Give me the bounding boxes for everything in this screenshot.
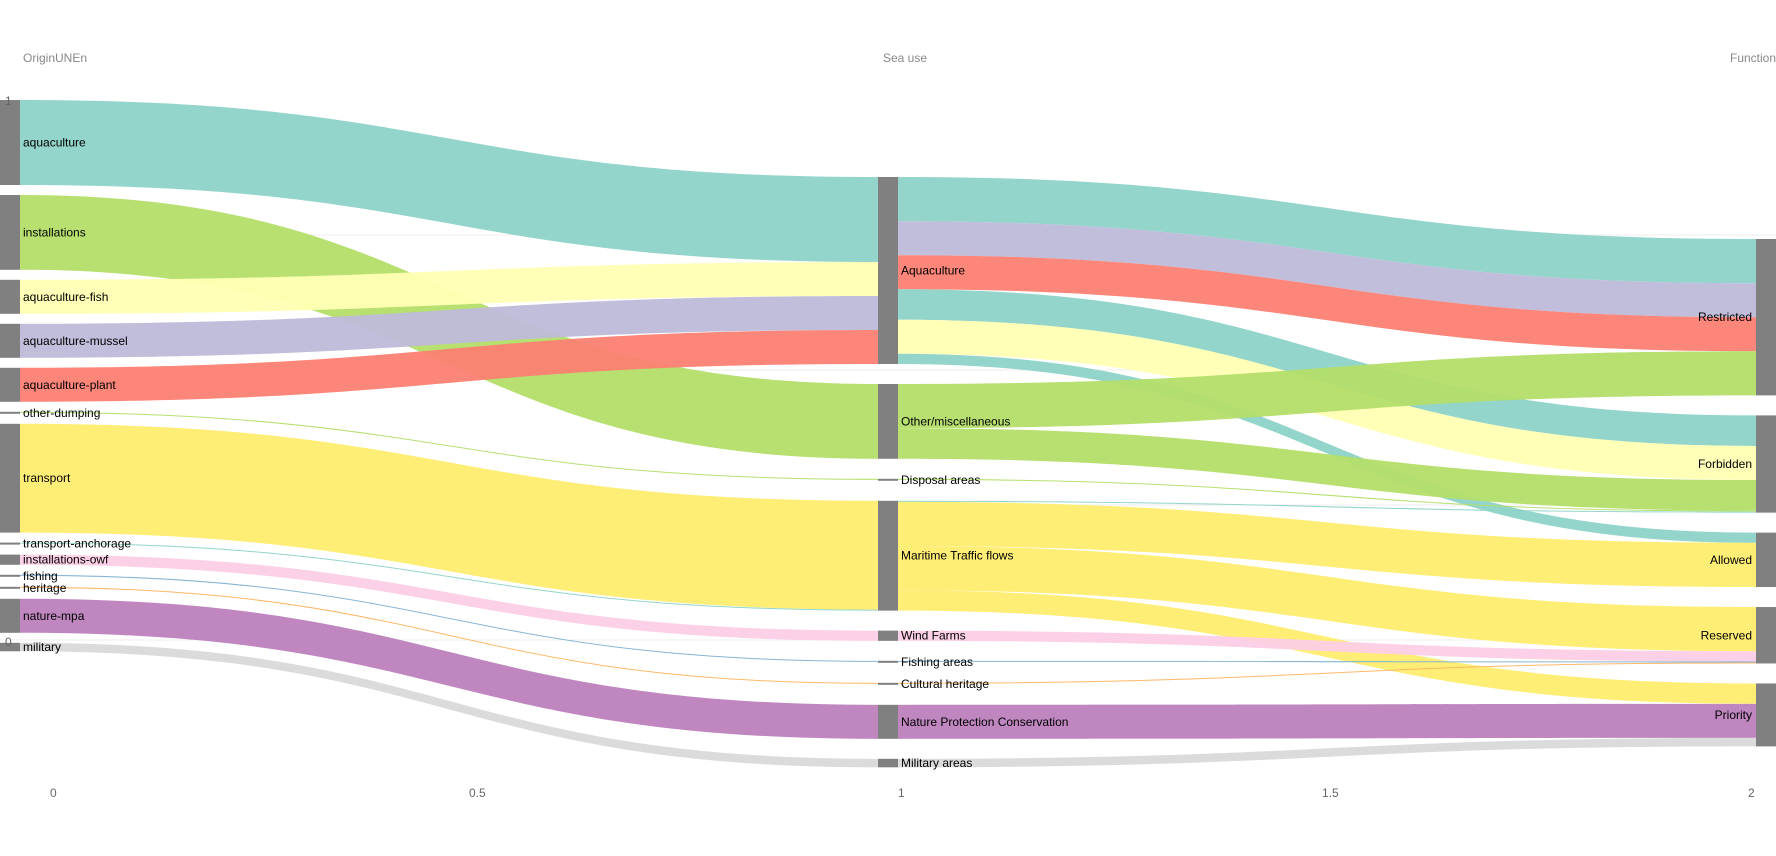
node-aquaculture-fish[interactable] [0,279,20,314]
x-tick-2: 2 [1748,786,1755,800]
node-other-miscellaneous[interactable] [878,384,898,459]
node-label-allowed: Allowed [1710,553,1752,567]
node-label-restricted: Restricted [1698,310,1752,324]
node-aquaculture-plant[interactable] [0,367,20,402]
node-label-disposal-areas: Disposal areas [901,473,980,487]
flow-other-miscellaneous-to-forbidden[interactable] [898,428,1756,511]
node-label-cultural-heritage: Cultural heritage [901,677,989,691]
flow-nature-protection-conservation-to-priority[interactable] [898,703,1756,739]
node-label-maritime-traffic-flows: Maritime Traffic flows [901,549,1013,563]
node-label-military: military [23,640,61,654]
node-fishing-areas[interactable] [878,660,898,663]
node-maritime-traffic-flows[interactable] [878,500,898,611]
flow-aquaculture-to-aquaculture[interactable] [20,100,878,262]
x-tick-1: 1 [898,786,905,800]
node-aquaculture[interactable] [0,100,20,185]
node-military-areas[interactable] [878,758,898,768]
flow-disposal-areas-to-forbidden[interactable] [898,478,1756,512]
node-forbidden[interactable] [1756,415,1776,513]
flow-wind-farms-to-reserved[interactable] [898,630,1756,662]
node-nature-mpa[interactable] [0,598,20,633]
node-label-aquaculture: Aquaculture [901,264,965,278]
node-nature-protection-conservation[interactable] [878,704,898,739]
flow-other-miscellaneous-to-restricted[interactable] [898,351,1756,429]
flow-maritime-traffic-flows-to-forbidden[interactable] [898,500,1756,513]
node-cultural-heritage[interactable] [878,682,898,685]
node-label-nature-mpa: nature-mpa [23,609,85,623]
node-label-aquaculture-mussel: aquaculture-mussel [23,334,128,348]
node-label-military-areas: Military areas [901,756,972,770]
flow-aquaculture-to-allowed[interactable] [898,353,1756,543]
x-tick-0.5: 0.5 [469,786,486,800]
flow-nature-mpa-to-nature-protection-conservation[interactable] [20,598,878,739]
node-transport-anchorage[interactable] [0,542,20,545]
node-label-priority: Priority [1715,708,1752,722]
flow-aquaculture-mussel-to-aquaculture[interactable] [20,296,878,358]
node-label-aquaculture-fish: aquaculture-fish [23,290,108,304]
node-restricted[interactable] [1756,239,1776,396]
axis-layer: OriginUNEn Sea use Function 0 0.5 1 1.5 … [5,51,1776,800]
label-layer: aquaculture installations aquaculture-fish… [23,136,1752,771]
node-fishing[interactable] [0,574,20,577]
node-label-installations: installations [23,225,86,239]
flow-aquaculture-to-restricted[interactable] [898,177,1756,284]
flow-cultural-heritage-to-reserved[interactable] [898,662,1756,684]
node-label-forbidden: Forbidden [1698,457,1752,471]
node-label-nature-protection-conservation: Nature Protection Conservation [901,715,1068,729]
flow-transport-to-maritime-traffic-flows[interactable] [20,423,878,610]
node-military[interactable] [0,642,20,652]
flow-layer [20,100,1756,768]
node-wind-farms[interactable] [878,630,898,641]
flow-transport-anchorage-to-maritime-traffic-flows[interactable] [20,542,878,611]
column-title-function: Function [1730,51,1776,65]
y-tick-0: 0 [5,635,12,649]
node-reserved[interactable] [1756,607,1776,664]
node-priority[interactable] [1756,683,1776,747]
node-label-other-miscellaneous: Other/miscellaneous [901,414,1010,428]
node-label-fishing: fishing [23,569,58,583]
node-label-aquaculture-plant: aquaculture-plant [23,378,116,392]
node-heritage[interactable] [0,586,20,589]
node-allowed[interactable] [1756,532,1776,588]
node-label-other-dumping: other-dumping [23,406,100,420]
node-label-reserved: Reserved [1701,628,1752,642]
flow-fishing-to-fishing-areas[interactable] [20,574,878,662]
node-installations[interactable] [0,195,20,270]
node-layer [0,100,1776,768]
flow-military-to-military-areas[interactable] [20,642,878,768]
node-aquaculture[interactable] [878,177,898,364]
node-label-wind-farms: Wind Farms [901,629,966,643]
node-installations-owf[interactable] [0,554,20,565]
flow-installations-owf-to-wind-farms[interactable] [20,554,878,641]
node-label-transport: transport [23,471,71,485]
y-tick-1: 1 [5,94,12,108]
flow-maritime-traffic-flows-to-reserved[interactable] [898,546,1756,652]
flow-aquaculture-to-restricted[interactable] [898,221,1756,318]
x-tick-0: 0 [50,786,57,800]
column-title-origin: OriginUNEn [23,51,87,65]
node-label-aquaculture: aquaculture [23,136,86,150]
flow-aquaculture-to-restricted[interactable] [898,255,1756,352]
node-label-transport-anchorage: transport-anchorage [23,537,131,551]
node-label-heritage: heritage [23,581,67,595]
flow-other-dumping-to-disposal-areas[interactable] [20,411,878,480]
column-title-sea-use: Sea use [883,51,927,65]
flow-maritime-traffic-flows-to-allowed[interactable] [898,501,1756,588]
node-transport[interactable] [0,423,20,533]
x-tick-1.5: 1.5 [1322,786,1339,800]
node-label-installations-owf: installations-owf [23,553,109,567]
flow-aquaculture-fish-to-aquaculture[interactable] [20,262,878,314]
node-disposal-areas[interactable] [878,478,898,481]
flow-aquaculture-plant-to-aquaculture[interactable] [20,330,878,402]
node-other-dumping[interactable] [0,411,20,414]
flow-heritage-to-cultural-heritage[interactable] [20,586,878,684]
flow-military-areas-to-priority[interactable] [898,737,1756,768]
node-aquaculture-mussel[interactable] [0,323,20,358]
flow-fishing-areas-to-reserved[interactable] [898,660,1756,663]
node-label-fishing-areas: Fishing areas [901,655,973,669]
